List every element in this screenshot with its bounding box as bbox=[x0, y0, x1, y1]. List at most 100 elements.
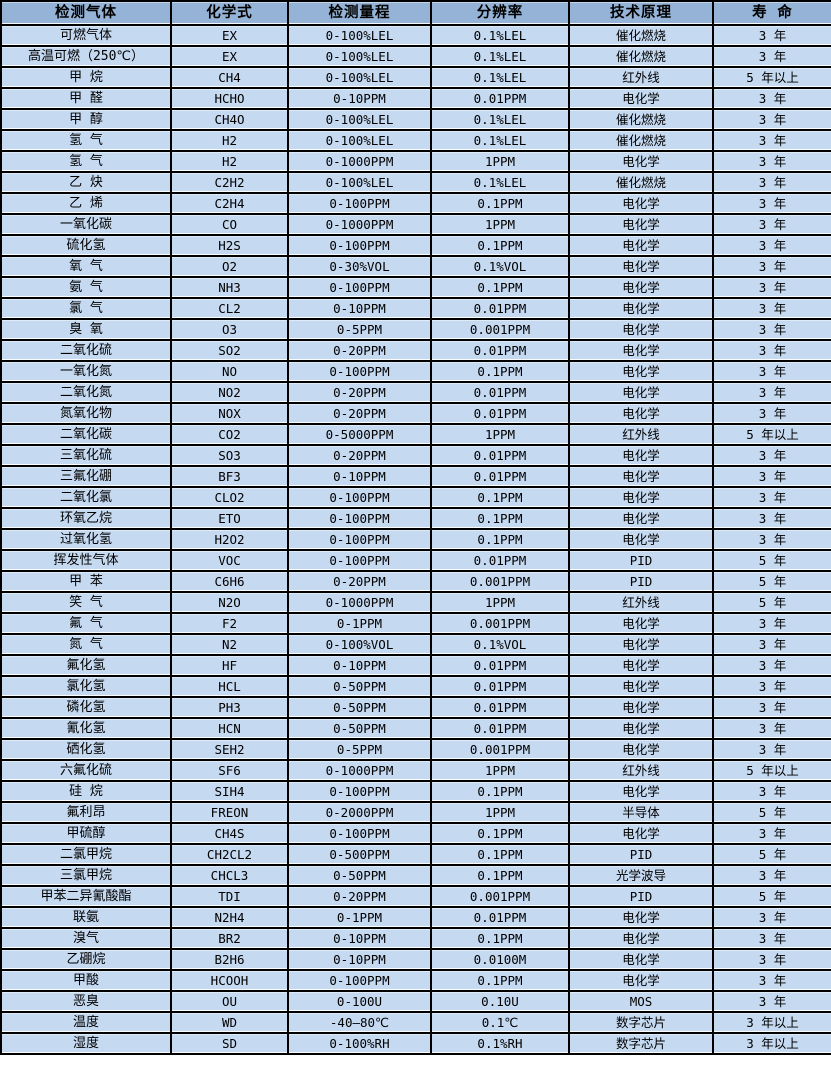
cell-gas-name: 氧 气 bbox=[0, 255, 172, 278]
cell-gas-name: 氢 气 bbox=[0, 129, 172, 152]
cell-chemical-formula: CO2 bbox=[170, 423, 289, 446]
cell-chemical-formula: C6H6 bbox=[170, 570, 289, 593]
cell-resolution: 0.01PPM bbox=[430, 549, 570, 572]
cell-gas-name: 乙 烯 bbox=[0, 192, 172, 215]
cell-resolution: 0.001PPM bbox=[430, 570, 570, 593]
cell-resolution: 0.01PPM bbox=[430, 87, 570, 110]
column-header-range: 检测量程 bbox=[287, 0, 432, 26]
cell-gas-name: 甲 烷 bbox=[0, 66, 172, 89]
cell-technology: 电化学 bbox=[568, 192, 714, 215]
cell-gas-name: 挥发性气体 bbox=[0, 549, 172, 572]
cell-detection-range: 0-100PPM bbox=[287, 507, 432, 530]
cell-lifespan: 3 年 bbox=[712, 360, 831, 383]
cell-resolution: 0.1%LEL bbox=[430, 24, 570, 47]
cell-chemical-formula: TDI bbox=[170, 885, 289, 908]
table-header: 检测气体 化学式 检测量程 分辨率 技术原理 寿 命 bbox=[0, 0, 831, 26]
cell-gas-name: 联氨 bbox=[0, 906, 172, 929]
cell-technology: 电化学 bbox=[568, 528, 714, 551]
table-row: 乙 炔 C2H2 0-100%LEL 0.1%LEL 催化燃烧 3 年 bbox=[0, 171, 831, 194]
table-row: 氧 气 O2 0-30%VOL 0.1%VOL 电化学 3 年 bbox=[0, 255, 831, 278]
cell-gas-name: 湿度 bbox=[0, 1032, 172, 1055]
cell-detection-range: 0-50PPM bbox=[287, 864, 432, 887]
cell-resolution: 0.0100M bbox=[430, 948, 570, 971]
cell-detection-range: 0-20PPM bbox=[287, 339, 432, 362]
cell-lifespan: 3 年 bbox=[712, 864, 831, 887]
cell-detection-range: 0-20PPM bbox=[287, 402, 432, 425]
cell-gas-name: 甲 醇 bbox=[0, 108, 172, 131]
cell-lifespan: 5 年 bbox=[712, 570, 831, 593]
cell-resolution: 0.001PPM bbox=[430, 885, 570, 908]
cell-chemical-formula: SF6 bbox=[170, 759, 289, 782]
cell-gas-name: 一氧化氮 bbox=[0, 360, 172, 383]
cell-technology: 光学波导 bbox=[568, 864, 714, 887]
cell-lifespan: 3 年 bbox=[712, 927, 831, 950]
cell-resolution: 0.1PPM bbox=[430, 192, 570, 215]
cell-lifespan: 3 年 bbox=[712, 612, 831, 635]
cell-gas-name: 氯 气 bbox=[0, 297, 172, 320]
cell-detection-range: 0-100%VOL bbox=[287, 633, 432, 656]
cell-chemical-formula: NH3 bbox=[170, 276, 289, 299]
cell-chemical-formula: O2 bbox=[170, 255, 289, 278]
cell-resolution: 1PPM bbox=[430, 591, 570, 614]
cell-technology: 电化学 bbox=[568, 486, 714, 509]
cell-resolution: 0.1%LEL bbox=[430, 171, 570, 194]
cell-chemical-formula: N2H4 bbox=[170, 906, 289, 929]
cell-gas-name: 二氯甲烷 bbox=[0, 843, 172, 866]
cell-resolution: 0.1%LEL bbox=[430, 45, 570, 68]
cell-detection-range: 0-2000PPM bbox=[287, 801, 432, 824]
cell-technology: 电化学 bbox=[568, 654, 714, 677]
column-header-gas: 检测气体 bbox=[0, 0, 172, 26]
cell-technology: 催化燃烧 bbox=[568, 129, 714, 152]
cell-lifespan: 3 年 bbox=[712, 780, 831, 803]
cell-detection-range: 0-20PPM bbox=[287, 381, 432, 404]
cell-detection-range: 0-100PPM bbox=[287, 276, 432, 299]
cell-chemical-formula: C2H2 bbox=[170, 171, 289, 194]
cell-detection-range: 0-5PPM bbox=[287, 318, 432, 341]
cell-resolution: 0.1PPM bbox=[430, 528, 570, 551]
cell-gas-name: 二氧化氯 bbox=[0, 486, 172, 509]
cell-resolution: 1PPM bbox=[430, 150, 570, 173]
cell-technology: 电化学 bbox=[568, 927, 714, 950]
cell-technology: 电化学 bbox=[568, 318, 714, 341]
cell-chemical-formula: F2 bbox=[170, 612, 289, 635]
cell-lifespan: 5 年 bbox=[712, 591, 831, 614]
cell-gas-name: 氮氧化物 bbox=[0, 402, 172, 425]
cell-detection-range: 0-10PPM bbox=[287, 927, 432, 950]
cell-technology: 电化学 bbox=[568, 465, 714, 488]
cell-detection-range: 0-1PPM bbox=[287, 612, 432, 635]
cell-chemical-formula: N2O bbox=[170, 591, 289, 614]
table-row: 一氧化碳 CO 0-1000PPM 1PPM 电化学 3 年 bbox=[0, 213, 831, 236]
cell-technology: PID bbox=[568, 843, 714, 866]
cell-lifespan: 5 年 bbox=[712, 801, 831, 824]
cell-technology: 数字芯片 bbox=[568, 1032, 714, 1055]
column-header-lifespan: 寿 命 bbox=[712, 0, 831, 26]
cell-resolution: 0.1PPM bbox=[430, 234, 570, 257]
cell-lifespan: 3 年 bbox=[712, 948, 831, 971]
cell-lifespan: 3 年 bbox=[712, 402, 831, 425]
cell-technology: 电化学 bbox=[568, 444, 714, 467]
cell-technology: 电化学 bbox=[568, 738, 714, 761]
cell-lifespan: 3 年 bbox=[712, 276, 831, 299]
table-row: 氮氧化物 NOX 0-20PPM 0.01PPM 电化学 3 年 bbox=[0, 402, 831, 425]
cell-technology: 催化燃烧 bbox=[568, 108, 714, 131]
cell-resolution: 0.001PPM bbox=[430, 738, 570, 761]
cell-detection-range: 0-10PPM bbox=[287, 87, 432, 110]
table-row: 甲 醇 CH4O 0-100%LEL 0.1%LEL 催化燃烧 3 年 bbox=[0, 108, 831, 131]
cell-detection-range: 0-5000PPM bbox=[287, 423, 432, 446]
table-row: 氮 气 N2 0-100%VOL 0.1%VOL 电化学 3 年 bbox=[0, 633, 831, 656]
cell-gas-name: 六氟化硫 bbox=[0, 759, 172, 782]
cell-resolution: 0.1PPM bbox=[430, 843, 570, 866]
cell-technology: 催化燃烧 bbox=[568, 45, 714, 68]
cell-lifespan: 3 年 bbox=[712, 654, 831, 677]
cell-lifespan: 3 年 bbox=[712, 339, 831, 362]
cell-chemical-formula: HF bbox=[170, 654, 289, 677]
header-row: 检测气体 化学式 检测量程 分辨率 技术原理 寿 命 bbox=[0, 0, 831, 26]
table-row: 挥发性气体 VOC 0-100PPM 0.01PPM PID 5 年 bbox=[0, 549, 831, 572]
cell-detection-range: 0-100%LEL bbox=[287, 66, 432, 89]
cell-gas-name: 三氧化硫 bbox=[0, 444, 172, 467]
table-row: 二氧化氯 CLO2 0-100PPM 0.1PPM 电化学 3 年 bbox=[0, 486, 831, 509]
cell-detection-range: 0-30%VOL bbox=[287, 255, 432, 278]
table-row: 氯 气 CL2 0-10PPM 0.01PPM 电化学 3 年 bbox=[0, 297, 831, 320]
cell-gas-name: 三氟化硼 bbox=[0, 465, 172, 488]
cell-lifespan: 3 年 bbox=[712, 717, 831, 740]
